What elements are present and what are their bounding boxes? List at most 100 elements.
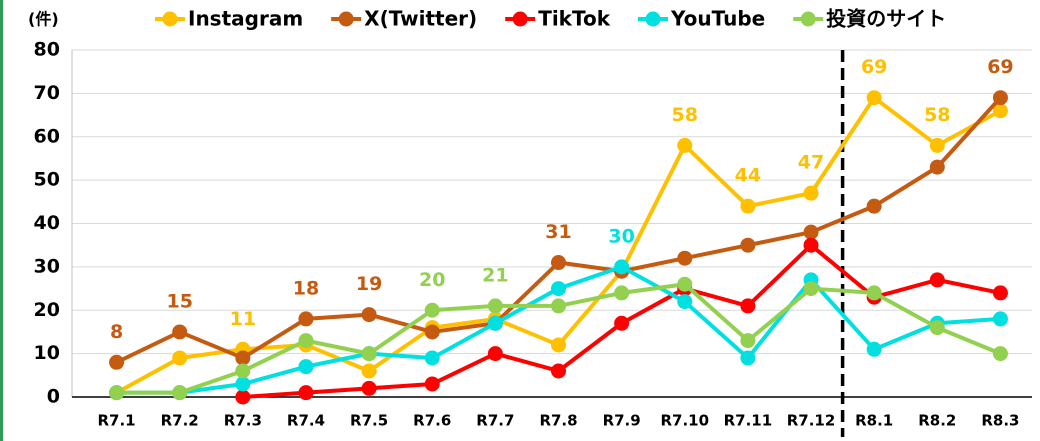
data-point (614, 259, 630, 275)
data-point (803, 185, 819, 201)
data-point (551, 281, 566, 297)
data-point (740, 350, 756, 366)
data-label: 11 (230, 308, 256, 330)
data-point (551, 298, 566, 314)
data-point (740, 198, 756, 214)
data-label: 18 (293, 277, 319, 299)
data-point (172, 350, 188, 366)
x-tick-label: R7.11 (724, 412, 773, 430)
y-tick-label: 30 (34, 255, 60, 277)
data-point (235, 363, 251, 379)
x-tick-label: R7.12 (787, 412, 836, 430)
legend-marker (338, 11, 354, 27)
x-tick-label: R7.7 (476, 412, 514, 430)
x-tick-label: R7.8 (539, 412, 577, 430)
data-point (803, 281, 819, 297)
data-point (677, 250, 693, 266)
data-label: 20 (419, 269, 445, 291)
data-point (487, 298, 503, 314)
data-point (298, 333, 314, 349)
data-point (361, 346, 377, 362)
data-point (298, 385, 314, 401)
data-point (235, 376, 251, 392)
data-point (677, 137, 693, 153)
data-point (235, 350, 251, 366)
legend-label: TikTok (538, 7, 611, 31)
data-point (992, 285, 1008, 301)
x-tick-label: R8.2 (918, 412, 956, 430)
data-point (992, 311, 1008, 327)
data-label: 15 (166, 290, 192, 312)
data-label: 21 (482, 264, 508, 286)
x-tick-label: R7.4 (287, 412, 325, 430)
data-point (424, 350, 440, 366)
x-tick-label: R7.6 (413, 412, 451, 430)
data-point (992, 346, 1008, 362)
y-tick-label: 60 (34, 125, 60, 147)
x-tick-label: R7.10 (660, 412, 709, 430)
data-point (361, 363, 377, 379)
legend-marker (800, 11, 816, 27)
x-tick-label: R7.3 (224, 412, 262, 430)
x-tick-label: R7.9 (603, 412, 641, 430)
y-tick-label: 70 (34, 82, 60, 104)
data-point (740, 298, 756, 314)
data-point (677, 276, 693, 292)
legend-label: 投資のサイト (826, 7, 946, 31)
data-point (866, 285, 882, 301)
x-tick-label: R7.2 (161, 412, 199, 430)
data-point (235, 389, 251, 405)
data-label: 30 (608, 225, 634, 247)
data-point (866, 341, 882, 357)
data-point (929, 159, 945, 175)
data-point (298, 311, 314, 327)
y-tick-label: 20 (34, 299, 60, 321)
legend-marker (162, 11, 178, 27)
data-point (424, 376, 440, 392)
data-point (109, 354, 125, 370)
data-point (614, 315, 630, 331)
left-border (0, 0, 3, 441)
data-label: 58 (672, 104, 698, 126)
x-tick-label: R8.1 (855, 412, 893, 430)
y-tick-label: 0 (47, 386, 60, 408)
data-label: 31 (545, 221, 571, 243)
data-point (109, 385, 125, 401)
data-point (487, 346, 503, 362)
data-point (740, 333, 756, 349)
data-label: 69 (987, 56, 1013, 78)
legend-label: YouTube (670, 7, 765, 31)
y-axis-label: (件) (28, 10, 59, 29)
data-point (361, 307, 377, 323)
data-point (992, 90, 1008, 106)
y-tick-label: 40 (34, 212, 60, 234)
x-tick-label: R8.3 (981, 412, 1019, 430)
data-point (551, 255, 566, 271)
data-label: 58 (924, 104, 950, 126)
data-point (740, 237, 756, 253)
y-tick-label: 50 (34, 169, 60, 191)
data-point (424, 324, 440, 340)
data-point (424, 302, 440, 318)
data-point (803, 237, 819, 253)
data-point (551, 363, 566, 379)
data-point (551, 337, 566, 353)
data-label: 8 (110, 321, 123, 343)
data-point (298, 359, 314, 375)
data-point (866, 198, 882, 214)
legend-marker (512, 11, 528, 27)
data-point (929, 272, 945, 288)
data-point (929, 137, 945, 153)
data-point (866, 90, 882, 106)
data-label: 44 (735, 165, 761, 187)
legend-marker (645, 11, 661, 27)
x-tick-label: R7.5 (350, 412, 388, 430)
legend-label: X(Twitter) (364, 7, 477, 31)
data-point (677, 294, 693, 310)
x-tick-label: R7.1 (98, 412, 136, 430)
data-label: 19 (356, 273, 382, 295)
data-point (929, 320, 945, 336)
data-point (172, 324, 188, 340)
y-tick-label: 10 (34, 342, 60, 364)
